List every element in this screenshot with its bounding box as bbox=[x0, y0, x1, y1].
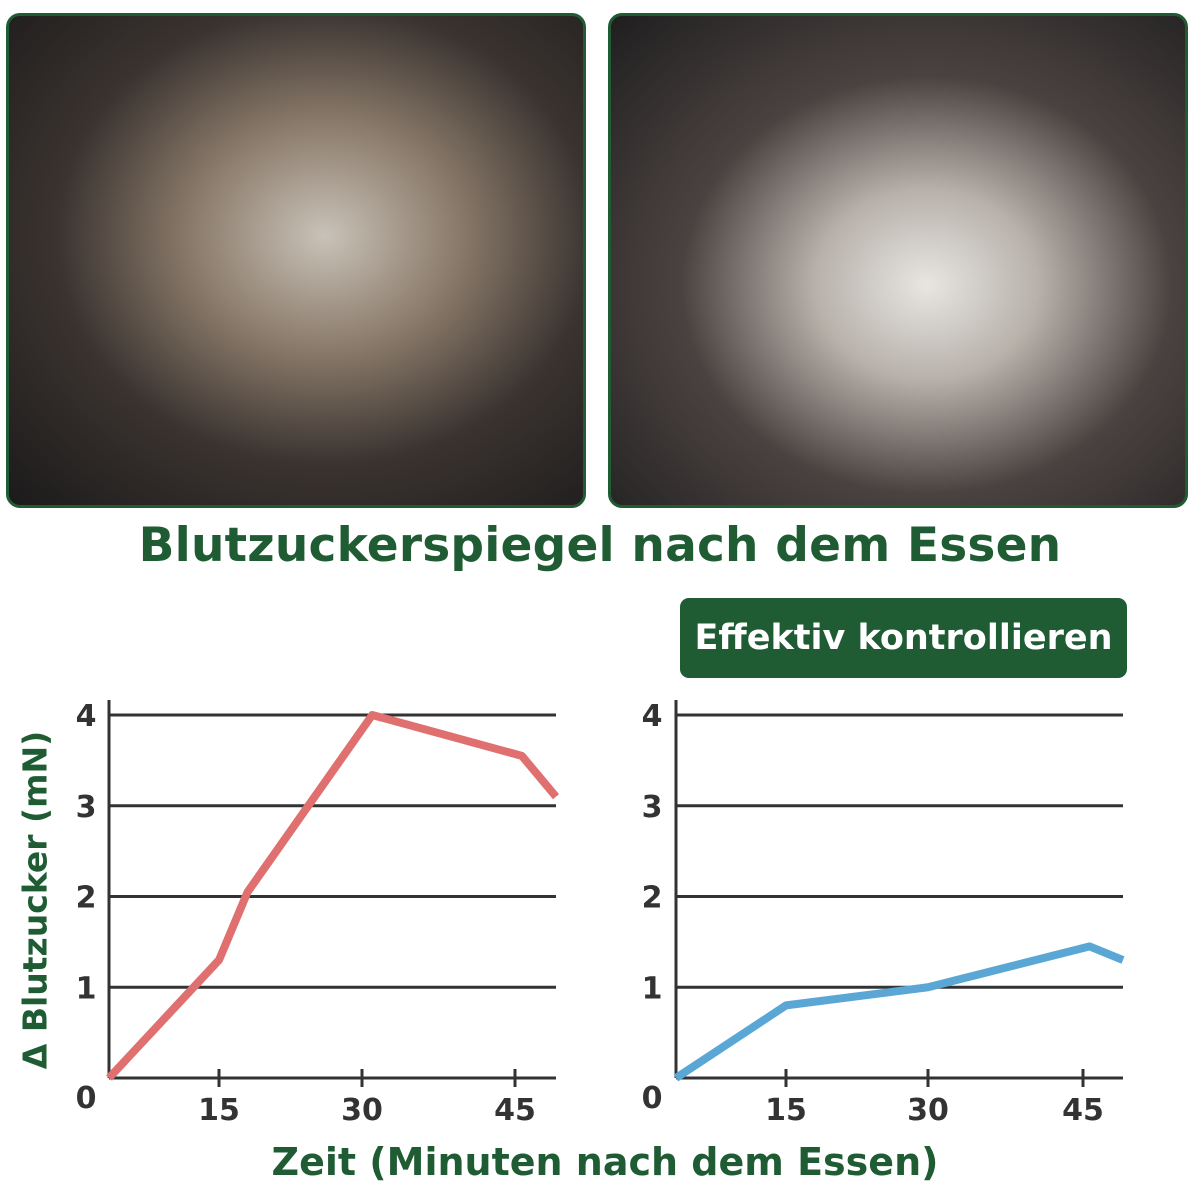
y-tick-label: 3 bbox=[76, 790, 97, 825]
x-tick-label: 15 bbox=[198, 1093, 240, 1128]
blood-sugar-line-before bbox=[106, 711, 560, 1081]
y-axis-label: Δ Blutzucker (mN) bbox=[15, 730, 55, 1070]
y-tick-label: 0 bbox=[76, 1081, 97, 1116]
photo-man-eating-burger bbox=[608, 13, 1188, 508]
x-tick-label: 45 bbox=[1062, 1093, 1104, 1128]
x-tick-label: 45 bbox=[494, 1093, 536, 1128]
x-tick-label: 15 bbox=[765, 1093, 807, 1128]
y-tick-label: 4 bbox=[642, 699, 663, 734]
blood-sugar-line-after bbox=[673, 942, 1125, 1082]
y-tick-label: 0 bbox=[642, 1081, 663, 1116]
y-tick-label: 1 bbox=[642, 971, 663, 1006]
effective-control-badge: Effektiv kontrollieren bbox=[680, 598, 1127, 678]
photo-man-eating-cake bbox=[6, 13, 586, 508]
y-tick-label: 2 bbox=[642, 881, 663, 916]
page-title: Blutzuckerspiegel nach dem Essen bbox=[138, 518, 1062, 573]
x-tick-label: 30 bbox=[907, 1093, 949, 1128]
y-tick-label: 1 bbox=[76, 971, 97, 1006]
y-tick-label: 3 bbox=[642, 790, 663, 825]
x-axis-label: Zeit (Minuten nach dem Essen) bbox=[271, 1140, 939, 1184]
y-tick-label: 2 bbox=[76, 881, 97, 916]
x-tick-label: 30 bbox=[341, 1093, 383, 1128]
y-tick-label: 4 bbox=[76, 699, 97, 734]
